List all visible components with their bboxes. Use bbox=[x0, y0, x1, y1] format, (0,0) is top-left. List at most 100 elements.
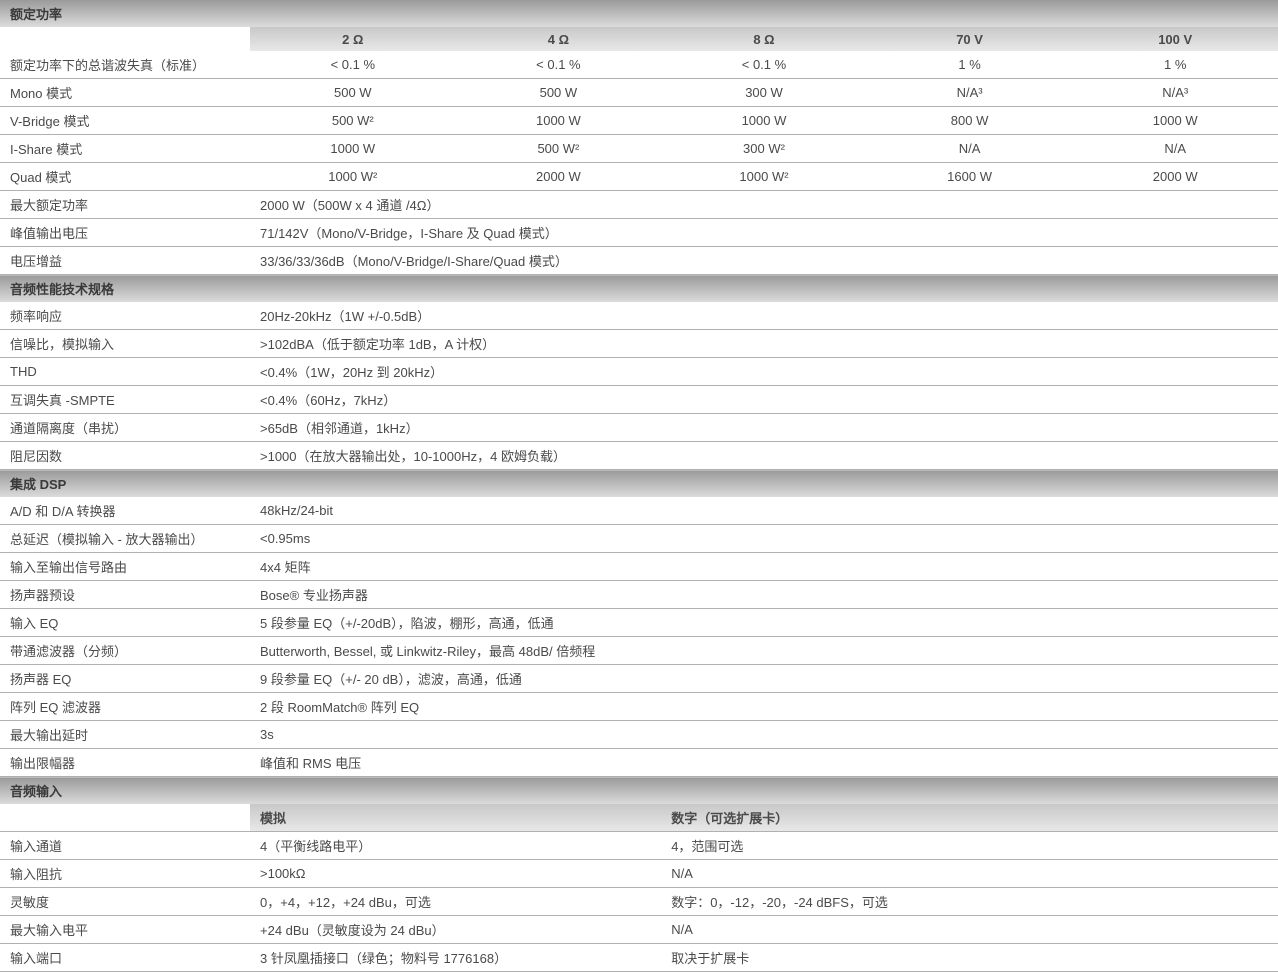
col-header: 2 Ω bbox=[250, 27, 456, 51]
table-row: Mono 模式500 W500 W300 WN/A³N/A³ bbox=[0, 79, 1278, 107]
row-label: 频率响应 bbox=[0, 302, 250, 330]
cell-value: Bose® 专业扬声器 bbox=[250, 581, 1278, 609]
table-row: 输出限幅器峰值和 RMS 电压 bbox=[0, 749, 1278, 777]
section-header-audio-spec: 音频性能技术规格 bbox=[0, 275, 1278, 303]
table-row: A/D 和 D/A 转换器48kHz/24-bit bbox=[0, 497, 1278, 525]
cell-value: 2000 W（500W x 4 通道 /4Ω） bbox=[250, 191, 1278, 219]
row-label: 输入 EQ bbox=[0, 609, 250, 637]
cell-value: 5 段参量 EQ（+/-20dB），陷波，棚形，高通，低通 bbox=[250, 609, 1278, 637]
table-row: 最大输出延时3s bbox=[0, 721, 1278, 749]
cell-value: 2000 W bbox=[1072, 163, 1278, 191]
section-title: 额定功率 bbox=[0, 0, 1278, 27]
cell-value: < 0.1 % bbox=[661, 51, 867, 79]
cell-value: 800 W bbox=[867, 107, 1073, 135]
cell-value: 4（平衡线路电平） bbox=[250, 832, 661, 860]
table-row: 灵敏度0，+4，+12，+24 dBu，可选数字：0，-12，-20，-24 d… bbox=[0, 888, 1278, 916]
row-label: 总延迟（模拟输入 - 放大器输出） bbox=[0, 525, 250, 553]
cell-value: 9 段参量 EQ（+/- 20 dB），滤波，高通，低通 bbox=[250, 665, 1278, 693]
cell-value: 71/142V（Mono/V-Bridge，I-Share 及 Quad 模式） bbox=[250, 219, 1278, 247]
cell-value: 1000 W bbox=[250, 135, 456, 163]
cell-value: >65dB（相邻通道，1kHz） bbox=[250, 414, 1278, 442]
table-row: 输入至输出信号路由4x4 矩阵 bbox=[0, 553, 1278, 581]
table-row: V-Bridge 模式500 W²1000 W1000 W800 W1000 W bbox=[0, 107, 1278, 135]
col-header: 模拟 bbox=[260, 811, 286, 826]
cell-value: 1000 W² bbox=[661, 163, 867, 191]
cell-value: < 0.1 % bbox=[456, 51, 662, 79]
cell-value: 4，范围可选 bbox=[661, 832, 1278, 860]
cell-value: 1000 W bbox=[661, 107, 867, 135]
row-label: 输出限幅器 bbox=[0, 749, 250, 777]
row-label: I-Share 模式 bbox=[0, 135, 250, 163]
cell-value: < 0.1 % bbox=[250, 51, 456, 79]
cell-value: <0.4%（60Hz，7kHz） bbox=[250, 386, 1278, 414]
cell-value: N/A bbox=[1072, 135, 1278, 163]
cell-value: 4x4 矩阵 bbox=[250, 553, 1278, 581]
cell-value: 300 W² bbox=[661, 135, 867, 163]
row-label: 互调失真 -SMPTE bbox=[0, 386, 250, 414]
table-row: 带通滤波器（分频）Butterworth, Bessel, 或 Linkwitz… bbox=[0, 637, 1278, 665]
row-label: Mono 模式 bbox=[0, 79, 250, 107]
cell-value: 1600 W bbox=[867, 163, 1073, 191]
row-label: 输入阻抗 bbox=[0, 860, 250, 888]
section-header-audio-input: 音频输入 bbox=[0, 777, 1278, 805]
row-label: 灵敏度 bbox=[0, 888, 250, 916]
row-label: A/D 和 D/A 转换器 bbox=[0, 497, 250, 525]
row-label: 峰值输出电压 bbox=[0, 219, 250, 247]
cell-value: 3s bbox=[250, 721, 1278, 749]
spec-table: 额定功率 2 Ω 4 Ω 8 Ω 70 V 100 V 额定功率下的总谐波失真（… bbox=[0, 0, 1278, 972]
blank-cell bbox=[0, 27, 250, 51]
cell-value: <0.4%（1W，20Hz 到 20kHz） bbox=[250, 358, 1278, 386]
cell-value: 1000 W² bbox=[250, 163, 456, 191]
table-row: 输入 EQ5 段参量 EQ（+/-20dB），陷波，棚形，高通，低通 bbox=[0, 609, 1278, 637]
cell-value: N/A³ bbox=[867, 79, 1073, 107]
cell-value: Butterworth, Bessel, 或 Linkwitz-Riley，最高… bbox=[250, 637, 1278, 665]
table-row: 输入阻抗>100kΩN/A bbox=[0, 860, 1278, 888]
cell-value: 300 W bbox=[661, 79, 867, 107]
row-label: 通道隔离度（串扰） bbox=[0, 414, 250, 442]
cell-value: N/A bbox=[661, 860, 1278, 888]
table-row: 额定功率下的总谐波失真（标准）< 0.1 %< 0.1 %< 0.1 %1 %1… bbox=[0, 51, 1278, 79]
cell-value: >100kΩ bbox=[250, 860, 661, 888]
row-label: 输入端口 bbox=[0, 944, 250, 972]
table-row: 最大输入电平+24 dBu（灵敏度设为 24 dBu）N/A bbox=[0, 916, 1278, 944]
col-header: 100 V bbox=[1072, 27, 1278, 51]
table-row: 频率响应20Hz-20kHz（1W +/-0.5dB） bbox=[0, 302, 1278, 330]
table-row: 扬声器 EQ9 段参量 EQ（+/- 20 dB），滤波，高通，低通 bbox=[0, 665, 1278, 693]
row-label: 信噪比，模拟输入 bbox=[0, 330, 250, 358]
row-label: 电压增益 bbox=[0, 247, 250, 275]
table-row: 阵列 EQ 滤波器2 段 RoomMatch® 阵列 EQ bbox=[0, 693, 1278, 721]
audio-input-column-headers: 模拟 数字（可选扩展卡） bbox=[0, 804, 1278, 832]
cell-value: 数字：0，-12，-20，-24 dBFS，可选 bbox=[661, 888, 1278, 916]
section-title: 音频输入 bbox=[0, 777, 1278, 805]
cell-value: 500 W² bbox=[456, 135, 662, 163]
table-row: Quad 模式1000 W²2000 W1000 W²1600 W2000 W bbox=[0, 163, 1278, 191]
table-row: 阻尼因数>1000（在放大器输出处，10-1000Hz，4 欧姆负载） bbox=[0, 442, 1278, 470]
cell-value: 3 针凤凰插接口（绿色；物料号 1776168） bbox=[250, 944, 661, 972]
row-label: THD bbox=[0, 358, 250, 386]
col-header: 4 Ω bbox=[456, 27, 662, 51]
section-header-power: 额定功率 bbox=[0, 0, 1278, 27]
cell-value: 2000 W bbox=[456, 163, 662, 191]
blank-cell bbox=[0, 804, 250, 832]
table-row: 互调失真 -SMPTE<0.4%（60Hz，7kHz） bbox=[0, 386, 1278, 414]
cell-value: 2 段 RoomMatch® 阵列 EQ bbox=[250, 693, 1278, 721]
section-title: 音频性能技术规格 bbox=[0, 275, 1278, 303]
row-label: 最大输入电平 bbox=[0, 916, 250, 944]
cell-value: 33/36/33/36dB（Mono/V-Bridge/I-Share/Quad… bbox=[250, 247, 1278, 275]
table-row: 最大额定功率2000 W（500W x 4 通道 /4Ω） bbox=[0, 191, 1278, 219]
cell-value: 20Hz-20kHz（1W +/-0.5dB） bbox=[250, 302, 1278, 330]
cell-value: 取决于扩展卡 bbox=[661, 944, 1278, 972]
table-row: 峰值输出电压71/142V（Mono/V-Bridge，I-Share 及 Qu… bbox=[0, 219, 1278, 247]
cell-value: N/A³ bbox=[1072, 79, 1278, 107]
cell-value: +24 dBu（灵敏度设为 24 dBu） bbox=[250, 916, 661, 944]
row-label: 输入至输出信号路由 bbox=[0, 553, 250, 581]
row-label: 输入通道 bbox=[0, 832, 250, 860]
row-label: 最大输出延时 bbox=[0, 721, 250, 749]
col-header: 8 Ω bbox=[661, 27, 867, 51]
row-label: 额定功率下的总谐波失真（标准） bbox=[0, 51, 250, 79]
cell-value: 1000 W bbox=[456, 107, 662, 135]
cell-value: 0，+4，+12，+24 dBu，可选 bbox=[250, 888, 661, 916]
table-row: THD<0.4%（1W，20Hz 到 20kHz） bbox=[0, 358, 1278, 386]
cell-value: 1000 W bbox=[1072, 107, 1278, 135]
cell-value: 500 W bbox=[250, 79, 456, 107]
